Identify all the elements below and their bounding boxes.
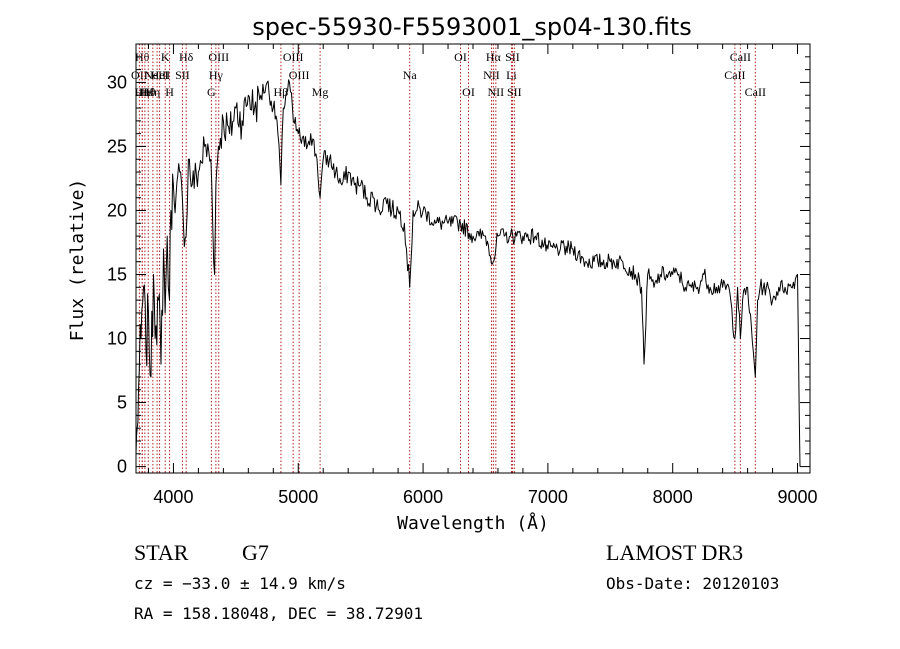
line-marker-label-17: OIII [289, 68, 310, 82]
line-marker-label-24: NII [488, 85, 505, 99]
y-tick-label-20: 20 [107, 200, 127, 220]
line-marker-label-13: Hγ [209, 68, 224, 82]
y-tick-label-0: 0 [117, 457, 127, 477]
object-subclass: G7 [242, 540, 269, 565]
x-tick-label-4000: 4000 [153, 487, 193, 507]
x-tick-label-9000: 9000 [777, 487, 817, 507]
line-marker-label-4: Hθ [141, 85, 156, 99]
y-axis-label: Flux (relative) [67, 179, 88, 342]
x-tick-label-5000: 5000 [278, 487, 318, 507]
line-marker-label-1: OII [131, 68, 148, 82]
line-marker-label-26: SII [505, 50, 520, 64]
spectrum [135, 79, 801, 467]
line-markers: HθOIIHηHιHθHηNeIIIHeIKHSIIHδGHγOIIIHβOII… [131, 44, 766, 473]
object-class: STAR [134, 540, 189, 565]
x-axis-label: Wavelength (Å) [397, 512, 549, 534]
line-marker-label-22: NII [483, 68, 500, 82]
redshift-cz: cz = −33.0 ± 14.9 km/s [134, 574, 346, 593]
y-tick-label-25: 25 [107, 136, 127, 156]
ra-dec: RA = 158.18048, DEC = 38.72901 [134, 604, 423, 623]
line-marker-label-5: Hη [145, 85, 160, 99]
line-marker-label-14: OIII [208, 50, 229, 64]
line-marker-label-16: OIII [283, 50, 304, 64]
line-marker-label-15: Hβ [274, 85, 289, 99]
line-marker-label-18: Mg [312, 85, 329, 99]
axis-ticks: 4000 5000 6000 7000 8000 9000 0 5 10 15 20 25 30 [107, 44, 818, 507]
line-marker-label-27: SII [507, 85, 522, 99]
obs-date: Obs-Date: 20120103 [606, 574, 779, 593]
y-tick-label-10: 10 [107, 329, 127, 349]
line-marker-label-0: Hθ [135, 50, 150, 64]
x-tick-label-7000: 7000 [528, 487, 568, 507]
line-marker-label-20: OI [454, 50, 467, 64]
chart-title: spec-55930-F5593001_sp04-130.fits [252, 13, 691, 41]
line-marker-label-6: NeIII [144, 68, 170, 82]
line-marker-label-3: Hι [139, 85, 152, 99]
spectrum-line [135, 79, 801, 467]
x-tick-label-8000: 8000 [653, 487, 693, 507]
survey-name: LAMOST DR3 [606, 540, 743, 565]
line-marker-label-25: Li [506, 68, 517, 82]
line-marker-label-10: SII [175, 68, 190, 82]
y-tick-label-5: 5 [117, 393, 127, 413]
line-marker-label-8: K [161, 50, 170, 64]
line-marker-label-7: HeI [151, 68, 169, 82]
y-tick-label-15: 15 [107, 265, 127, 285]
y-tick-label-30: 30 [107, 72, 127, 92]
line-marker-label-9: H [165, 85, 174, 99]
line-marker-label-23: Hα [486, 50, 502, 64]
line-marker-label-21: OI [462, 85, 475, 99]
line-marker-label-11: Hδ [179, 50, 194, 64]
line-marker-label-12: G [207, 85, 216, 99]
line-marker-label-30: CaII [745, 85, 766, 99]
line-marker-label-28: CaII [724, 68, 745, 82]
line-marker-label-29: CaII [730, 50, 751, 64]
x-tick-label-6000: 6000 [403, 487, 443, 507]
line-marker-label-19: Na [403, 68, 418, 82]
